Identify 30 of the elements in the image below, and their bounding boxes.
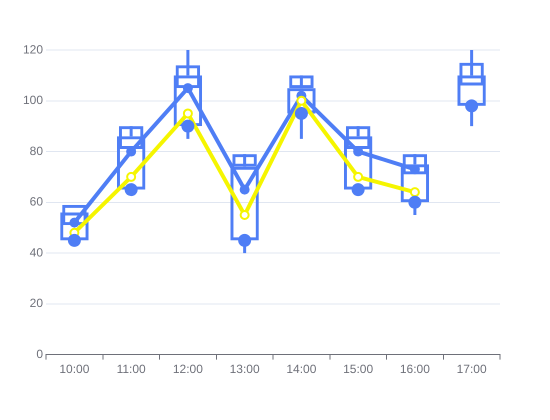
x-tick-label: 13:00 — [230, 362, 260, 376]
y-tick-label: 80 — [30, 144, 44, 158]
point — [410, 187, 420, 198]
point — [126, 172, 136, 182]
y-tick-label: 60 — [30, 194, 44, 209]
y-tick-label: 40 — [30, 245, 44, 260]
x-tick-label: 10:00 — [59, 362, 90, 376]
point — [353, 172, 364, 182]
point — [352, 183, 365, 196]
x-tick-label: 11:00 — [116, 362, 146, 376]
y-tick-label: 100 — [22, 93, 44, 108]
x-tick-label: 14:00 — [286, 362, 317, 376]
point — [238, 234, 252, 247]
point — [124, 183, 138, 196]
point — [182, 83, 193, 94]
point — [181, 120, 194, 133]
point — [240, 210, 250, 220]
point — [68, 234, 81, 247]
x-tick-label: 15:00 — [343, 362, 374, 376]
point — [465, 99, 478, 112]
point — [182, 108, 193, 118]
y-tick-label: 0 — [36, 346, 44, 361]
x-tick-label: 12:00 — [172, 362, 204, 376]
x-tick-label: 17:00 — [456, 362, 487, 376]
point — [294, 106, 308, 120]
x-tick-label: 16:00 — [400, 362, 430, 376]
y-tick-label: 120 — [22, 42, 44, 56]
point — [408, 196, 422, 209]
point — [240, 184, 250, 195]
y-tick-label: 20 — [30, 296, 44, 310]
